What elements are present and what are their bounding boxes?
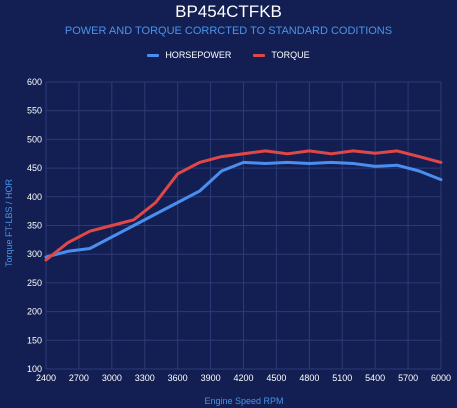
x-tick-label: 4200 bbox=[233, 373, 253, 383]
x-tick-label: 2700 bbox=[69, 373, 89, 383]
y-tick-label: 350 bbox=[27, 221, 42, 231]
chart-subtitle: POWER AND TORQUE CORRCTED TO STANDARD CO… bbox=[64, 25, 393, 37]
y-tick-label: 450 bbox=[27, 163, 42, 173]
x-tick-label: 5400 bbox=[365, 373, 385, 383]
x-tick-label: 3300 bbox=[135, 373, 155, 383]
y-tick-label: 100 bbox=[27, 364, 42, 374]
x-tick-label: 5700 bbox=[398, 373, 418, 383]
x-tick-label: 3600 bbox=[168, 373, 188, 383]
y-tick-label: 550 bbox=[27, 106, 42, 116]
chart-legend: HORSEPOWER TORQUE bbox=[0, 50, 457, 60]
legend-label-horsepower: HORSEPOWER bbox=[165, 50, 232, 60]
chart-title: BP454CTFKB bbox=[175, 2, 282, 21]
y-axis-label: Torque FT-LBS / HOR bbox=[4, 178, 14, 268]
legend-swatch-torque bbox=[253, 53, 266, 57]
x-axis-label: Engine Speed RPM bbox=[204, 396, 284, 406]
x-tick-label: 4500 bbox=[266, 373, 286, 383]
y-tick-label: 150 bbox=[27, 335, 42, 345]
y-tick-label: 300 bbox=[27, 249, 42, 259]
y-tick-label: 250 bbox=[27, 278, 42, 288]
x-tick-label: 2400 bbox=[36, 373, 56, 383]
legend-swatch-horsepower bbox=[147, 53, 160, 57]
y-tick-label: 500 bbox=[27, 134, 42, 144]
legend-label-torque: TORQUE bbox=[271, 50, 310, 60]
x-tick-label: 6000 bbox=[431, 373, 451, 383]
y-tick-label: 600 bbox=[27, 77, 42, 87]
x-tick-label: 3000 bbox=[102, 373, 122, 383]
x-tick-label: 3900 bbox=[201, 373, 221, 383]
y-tick-label: 400 bbox=[27, 192, 42, 202]
x-tick-label: 4800 bbox=[299, 373, 319, 383]
series-line-torque bbox=[44, 149, 443, 262]
y-tick-label: 200 bbox=[27, 307, 42, 317]
legend-item-torque[interactable]: TORQUE bbox=[253, 50, 310, 60]
series-line-horsepower bbox=[44, 160, 443, 259]
legend-item-horsepower[interactable]: HORSEPOWER bbox=[147, 50, 231, 60]
x-tick-label: 5100 bbox=[332, 373, 352, 383]
